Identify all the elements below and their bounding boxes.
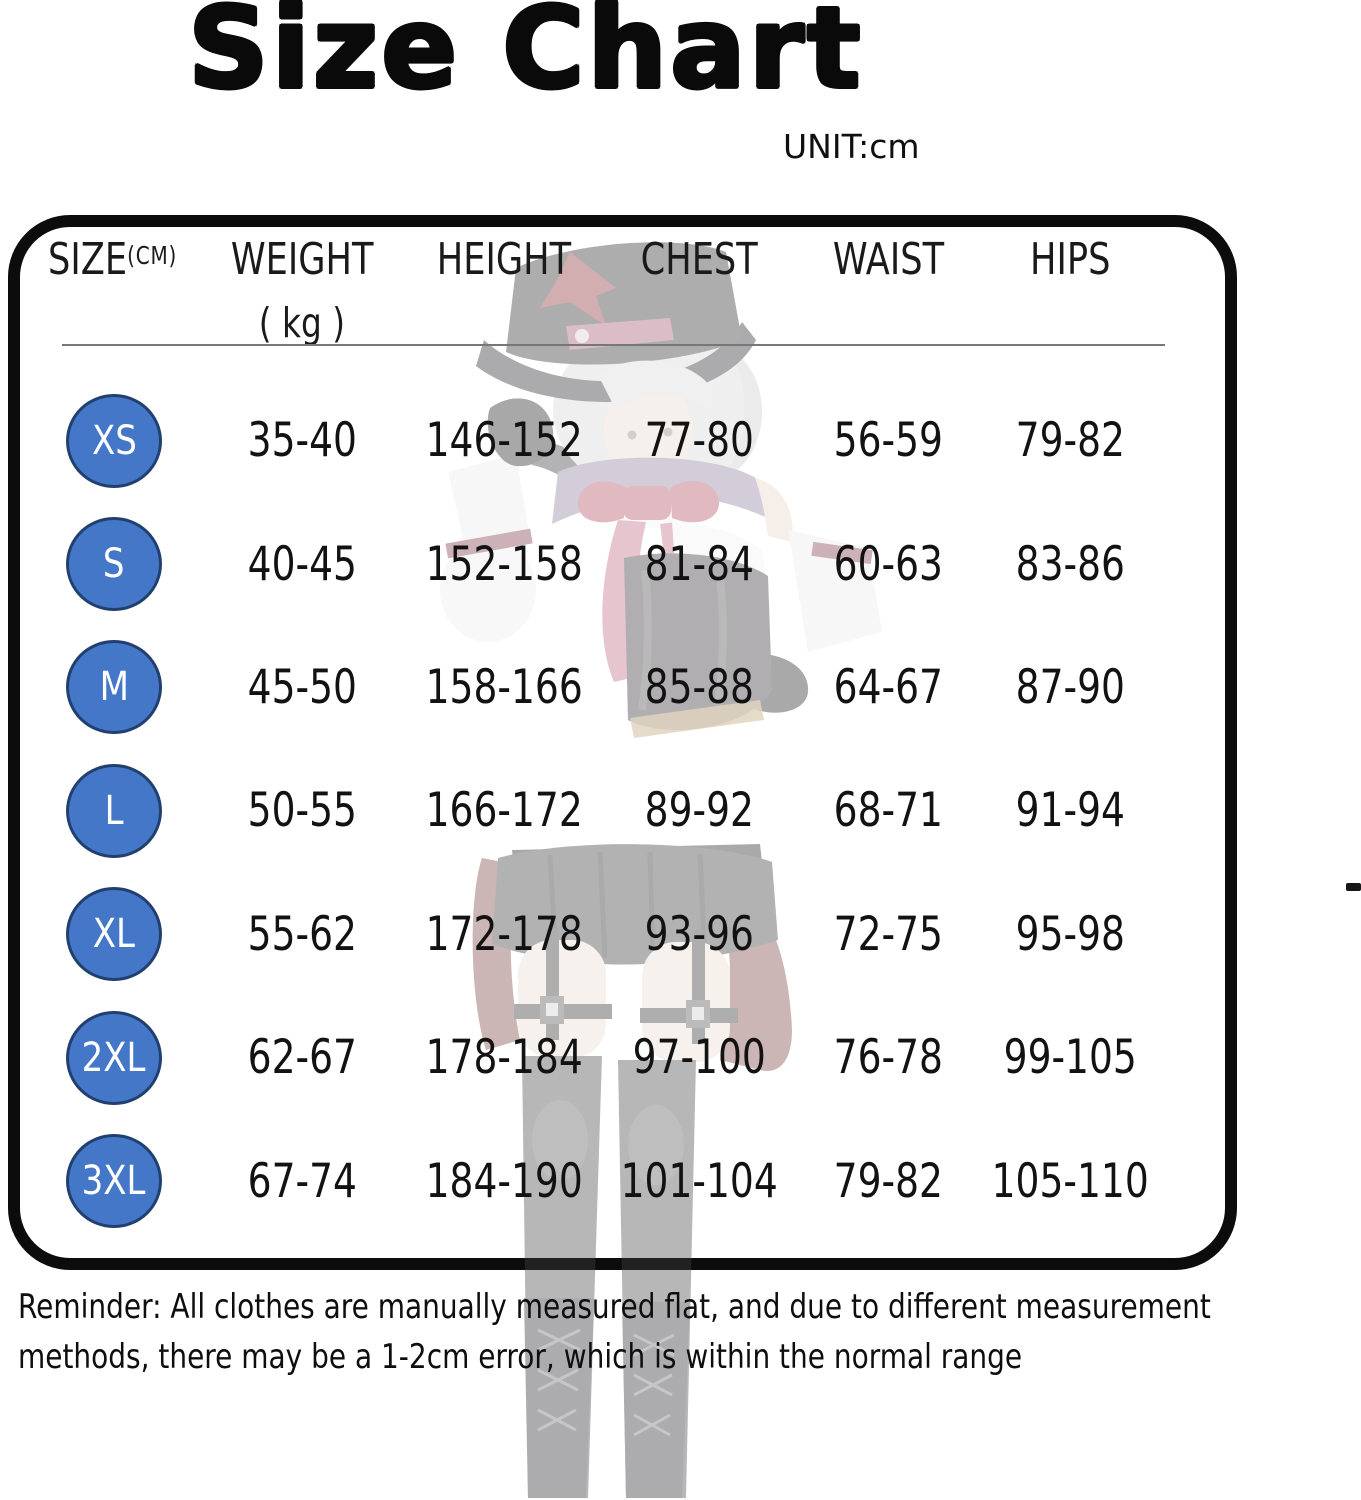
column-header-size: SIZE(CM) [28, 234, 200, 347]
hips-value: 105-110 [991, 1153, 1149, 1209]
chest-value: 89-92 [644, 783, 754, 839]
hips-value: 99-105 [1003, 1030, 1137, 1086]
height-value: 178-184 [425, 1030, 583, 1086]
column-header-chest: CHEST [640, 234, 758, 285]
chest-value: 85-88 [644, 659, 754, 715]
waist-value: 60-63 [833, 536, 943, 592]
hips-value: 79-82 [1015, 413, 1125, 469]
size-badge: S [66, 517, 162, 612]
table-frame [8, 215, 1237, 1270]
reminder-line-1: Reminder: All clothes are manually measu… [18, 1287, 1211, 1326]
waist-value: 76-78 [833, 1030, 943, 1086]
column-header-size-label: SIZE [48, 234, 128, 285]
hips-value: 87-90 [1015, 659, 1125, 715]
hips-value: 95-98 [1015, 906, 1125, 962]
header-divider [62, 344, 1165, 346]
column-header-weight-unit: ( kg ) [258, 299, 346, 347]
height-value: 152-158 [425, 536, 583, 592]
chest-value: 77-80 [644, 413, 754, 469]
hips-value: 91-94 [1015, 783, 1125, 839]
hips-value: 83-86 [1015, 536, 1125, 592]
table-body: XS 35-40 146-152 77-80 56-59 79-82 S 40-… [28, 379, 1158, 1243]
reminder-line-2: methods, there may be a 1-2cm error, whi… [18, 1337, 1023, 1376]
size-badge: 3XL [66, 1134, 162, 1229]
page-title: Size Chart [188, 0, 864, 114]
chest-value: 101-104 [620, 1153, 778, 1209]
size-badge: L [66, 763, 162, 858]
waist-value: 68-71 [833, 783, 943, 839]
reminder-note: Reminder: All clothes are manually measu… [18, 1282, 1361, 1382]
height-value: 172-178 [425, 906, 583, 962]
column-header-weight: WEIGHT ( kg ) [230, 234, 374, 347]
column-header-hips: HIPS [1029, 234, 1111, 285]
height-value: 158-166 [425, 659, 583, 715]
column-header-size-unit: (CM) [127, 241, 178, 270]
unit-label: UNIT:cm [783, 127, 920, 166]
height-value: 146-152 [425, 413, 583, 469]
table-row: M 45-50 158-166 85-88 64-67 87-90 [28, 626, 1158, 749]
waist-value: 79-82 [833, 1153, 943, 1209]
weight-value: 55-62 [247, 906, 357, 962]
height-value: 184-190 [425, 1153, 583, 1209]
size-badge: 2XL [66, 1010, 162, 1105]
stray-dash-artifact [1346, 883, 1361, 891]
weight-value: 35-40 [247, 413, 357, 469]
table-row: XL 55-62 172-178 93-96 72-75 95-98 [28, 873, 1158, 996]
weight-value: 50-55 [247, 783, 357, 839]
waist-value: 64-67 [833, 659, 943, 715]
weight-value: 62-67 [247, 1030, 357, 1086]
table-row: 3XL 67-74 184-190 101-104 79-82 105-110 [28, 1119, 1158, 1242]
weight-value: 67-74 [247, 1153, 357, 1209]
weight-value: 40-45 [247, 536, 357, 592]
table-row: XS 35-40 146-152 77-80 56-59 79-82 [28, 379, 1158, 502]
size-badge: M [66, 640, 162, 735]
waist-value: 56-59 [833, 413, 943, 469]
waist-value: 72-75 [833, 906, 943, 962]
chest-value: 93-96 [644, 906, 754, 962]
weight-value: 45-50 [247, 659, 357, 715]
chest-value: 81-84 [644, 536, 754, 592]
height-value: 166-172 [425, 783, 583, 839]
table-row: S 40-45 152-158 81-84 60-63 83-86 [28, 502, 1158, 625]
chest-value: 97-100 [632, 1030, 766, 1086]
size-badge: XL [66, 887, 162, 982]
table-header-row: SIZE(CM) WEIGHT ( kg ) HEIGHT CHEST WAIS… [28, 234, 1158, 347]
table-row: 2XL 62-67 178-184 97-100 76-78 99-105 [28, 996, 1158, 1119]
size-badge: XS [66, 393, 162, 488]
table-row: L 50-55 166-172 89-92 68-71 91-94 [28, 749, 1158, 872]
column-header-waist: WAIST [832, 234, 944, 285]
column-header-height: HEIGHT [436, 234, 572, 285]
